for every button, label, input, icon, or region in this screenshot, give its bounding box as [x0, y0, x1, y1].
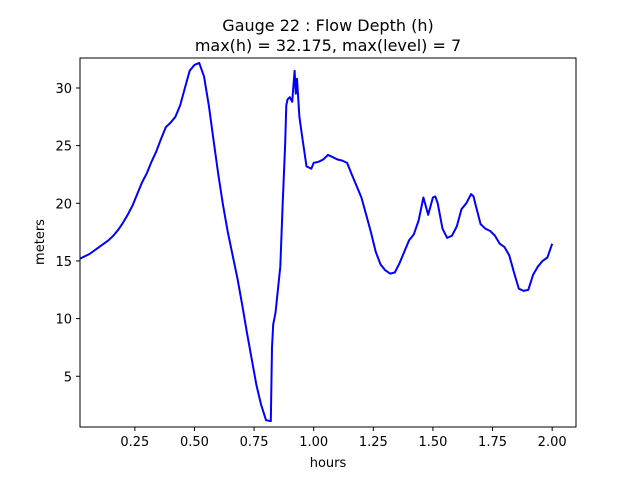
- x-tick-label: 2.00: [538, 435, 567, 450]
- plot-area: [79, 61, 554, 423]
- y-tick-label: 15: [55, 255, 72, 270]
- x-axis-ticks: 0.25 0.50 0.75 1.00 1.25 1.50 1.75 2.00: [120, 427, 567, 450]
- chart-title-line-1: Gauge 22 : Flow Depth (h): [222, 16, 433, 35]
- x-tick-label: 0.75: [240, 435, 269, 450]
- series-line-0: [79, 61, 554, 423]
- y-axis-ticks: 5 10 15 20 25 30: [55, 82, 80, 385]
- y-tick-label: 10: [55, 313, 72, 328]
- y-tick-label: 20: [55, 197, 72, 212]
- x-tick-label: 1.50: [418, 435, 447, 450]
- y-tick-label: 25: [55, 140, 72, 155]
- x-tick-label: 1.75: [478, 435, 507, 450]
- x-tick-label: 1.25: [359, 435, 388, 450]
- axes-frame: [79, 57, 577, 428]
- chart-title-line-2: max(h) = 32.175, max(level) = 7: [195, 36, 461, 55]
- x-tick-label: 0.25: [120, 435, 149, 450]
- x-tick-label: 1.00: [299, 435, 328, 450]
- x-tick-label: 0.50: [180, 435, 209, 450]
- y-tick-label: 30: [55, 82, 72, 97]
- y-axis-label: meters: [33, 219, 48, 265]
- y-tick-label: 5: [64, 370, 72, 385]
- x-axis-label: hours: [310, 456, 347, 471]
